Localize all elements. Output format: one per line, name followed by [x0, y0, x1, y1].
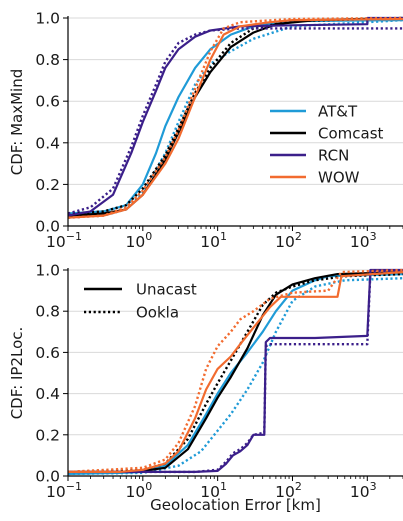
legend-label: RCN — [318, 147, 349, 165]
y-tick-label: 0.6 — [35, 93, 60, 111]
y-tick-label: 0.2 — [35, 176, 60, 194]
legend-label: WOW — [318, 169, 360, 187]
x-tick-label: 101 — [200, 230, 227, 251]
series-line — [68, 270, 403, 474]
maxmind-panel: 0.0 0.2 0.4 0.6 0.8 1.0 10−1 100 101 102 103 CDF: M… — [8, 10, 403, 251]
y-tick-label: 0.6 — [35, 344, 60, 362]
legend-label: Ookla — [136, 304, 179, 322]
series-line — [67, 16, 403, 217]
ip2loc-panel: 0.0 0.2 0.4 0.6 0.8 1.0 10−1 100 101 102 103 CDF: I… — [8, 262, 403, 514]
series-line — [67, 268, 403, 474]
series-line — [67, 272, 403, 474]
x-tick-label: 10−1 — [46, 230, 82, 251]
x-tick-label: 100 — [125, 230, 152, 251]
y-tick-label: 0.4 — [35, 134, 60, 152]
x-axis-label: Geolocation Error [km] — [150, 496, 321, 514]
y-tick-label: 0.0 — [35, 468, 60, 486]
legend-label: Unacast — [136, 281, 197, 299]
y-tick-label: 1.0 — [35, 262, 60, 280]
y-tick-label: 0.8 — [35, 51, 60, 69]
x-tick-label: 103 — [350, 230, 377, 251]
x-tick-label: 102 — [275, 230, 302, 251]
series-line — [68, 271, 403, 473]
series-line — [68, 271, 403, 473]
y-tick-label: 1.0 — [35, 10, 60, 28]
y-axis-label: CDF: MaxMind — [8, 69, 26, 175]
series-line — [67, 277, 403, 476]
y-tick-label: 0.0 — [35, 218, 60, 236]
series-line — [67, 17, 403, 219]
series-line — [67, 273, 403, 475]
x-tick-label: 10−1 — [46, 480, 82, 501]
y-tick-label: 0.4 — [35, 385, 60, 403]
series-line — [68, 268, 403, 473]
y-tick-label: 0.8 — [35, 303, 60, 321]
y-tick-label: 0.2 — [35, 426, 60, 444]
y-axis-label: CDF: IP2Loc. — [8, 327, 26, 420]
x-tick-label: 100 — [125, 480, 152, 501]
legend-label: Comcast — [318, 125, 384, 143]
x-tick-label: 101 — [200, 480, 227, 501]
legend-label: AT&T — [318, 103, 358, 121]
x-tick-label: 102 — [275, 480, 302, 501]
x-tick-label: 103 — [350, 480, 377, 501]
